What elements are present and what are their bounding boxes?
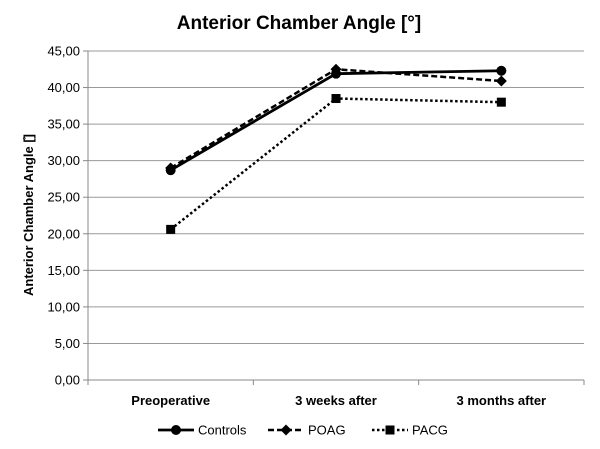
series-line — [170, 68, 502, 170]
y-tick-labels: 0,00 5,00 10,00 15,00 20,00 25,00 30,00 35,00 40… — [47, 44, 80, 388]
legend-marker — [171, 425, 181, 435]
chart-title: Anterior Chamber Angle [°] — [177, 13, 421, 34]
legend: Controls POAG PACG — [158, 423, 448, 438]
data-point — [165, 165, 176, 176]
series-poag — [165, 63, 507, 174]
x-tick-label: 3 months after — [457, 393, 547, 408]
x-tick-label: 3 weeks after — [295, 393, 377, 408]
legend-marker — [280, 424, 292, 436]
legend-label: Controls — [198, 423, 247, 438]
series-group — [165, 63, 507, 234]
y-tick-label: 15,00 — [47, 263, 80, 278]
data-point — [331, 68, 341, 79]
data-point — [496, 97, 506, 107]
legend-item-pacg: PACG — [372, 423, 448, 438]
legend-label: POAG — [308, 423, 346, 438]
series-controls — [165, 65, 507, 176]
y-tick-label: 35,00 — [47, 117, 80, 132]
y-tick-label: 20,00 — [47, 226, 80, 241]
y-tick-label: 40,00 — [47, 80, 80, 95]
y-axis-label: Anterior Chamber Angle [̊] — [21, 134, 36, 296]
legend-label: PACG — [412, 423, 448, 438]
y-tick-label: 25,00 — [47, 190, 80, 205]
series-line — [169, 97, 502, 231]
series-line — [169, 69, 502, 172]
y-tick-label: 0,00 — [55, 373, 80, 388]
legend-item-poag: POAG — [268, 423, 346, 438]
data-point — [166, 224, 176, 234]
x-tick-label: Preoperative — [131, 393, 210, 408]
series-pacg — [166, 94, 506, 234]
legend-marker — [385, 425, 395, 435]
legend-item-controls: Controls — [158, 423, 247, 438]
y-tick-label: 5,00 — [55, 336, 80, 351]
axes — [83, 50, 585, 385]
data-point — [331, 94, 341, 104]
data-point — [496, 65, 507, 76]
y-tick-label: 45,00 — [47, 44, 80, 59]
y-tick-label: 10,00 — [47, 299, 80, 314]
x-tick-labels: Preoperative 3 weeks after 3 months after — [131, 393, 546, 408]
data-point — [495, 75, 507, 87]
y-tick-label: 30,00 — [47, 153, 80, 168]
